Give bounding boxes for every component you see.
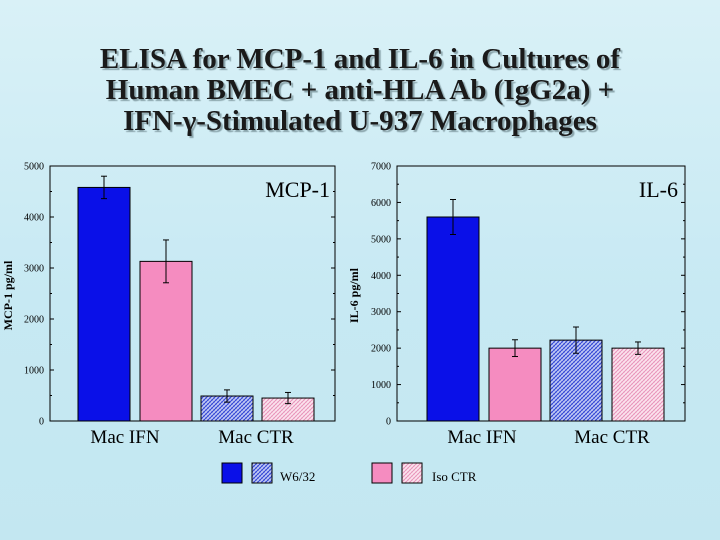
mcp1-chart: 0 1000 2000 3000 4000 5000 MCP-1 pg/ml MCP-1 Mac… <box>1 162 336 448</box>
il6-ytick-label: 1000 <box>371 380 391 391</box>
mcp1-category-label: Mac IFN <box>90 427 159 448</box>
legend-label: Iso CTR <box>432 469 477 484</box>
il6-ytick-label: 7000 <box>371 162 391 173</box>
il6-ytick-label: 0 <box>386 417 391 428</box>
mcp1-category-label: Mac CTR <box>218 427 294 448</box>
title-line-3: IFN-γ-Stimulated U-937 Macrophages <box>123 105 597 137</box>
il6-chart: 0 1000 2000 3000 4000 5000 6000 7000 IL-6 pg/ml I… <box>347 162 686 448</box>
legend-swatch-solid-pink <box>371 462 393 484</box>
il6-bar-mac-ifn-isoctr <box>488 347 542 422</box>
il6-ytick-label: 6000 <box>371 198 391 209</box>
mcp1-ytick-label: 5000 <box>24 162 44 173</box>
mcp1-ytick-label: 0 <box>39 417 44 428</box>
mcp1-ytick-label: 1000 <box>24 366 44 377</box>
mcp1-ytick-label: 2000 <box>24 315 44 326</box>
mcp1-bar-mac-ifn-isoctr <box>139 260 193 422</box>
il6-panel-label: IL-6 <box>639 177 678 202</box>
mcp1-ytick-label: 3000 <box>24 264 44 275</box>
il6-ytick-label: 4000 <box>371 271 391 282</box>
legend: W6/32 Iso CTR <box>221 462 477 484</box>
title-line-2: Human BMEC + anti-HLA Ab (IgG2a) + <box>105 74 615 106</box>
mcp1-bar-mac-ifn-w632 <box>77 186 131 422</box>
il6-ylabel: IL-6 pg/ml <box>347 267 361 323</box>
slide-title: ELISA for MCP-1 and IL-6 in Cultures of … <box>0 44 720 137</box>
il6-ytick-label: 5000 <box>371 234 391 245</box>
legend-swatch-hatched-pink <box>401 462 423 484</box>
mcp1-panel-label: MCP-1 <box>265 177 330 202</box>
legend-label: W6/32 <box>280 469 315 484</box>
mcp1-ylabel: MCP-1 pg/ml <box>1 260 15 330</box>
il6-bar-mac-ifn-w632 <box>426 216 480 422</box>
legend-swatch-hatched-blue <box>251 462 273 484</box>
il6-category-label: Mac IFN <box>447 427 516 448</box>
legend-swatch-solid-blue <box>221 462 243 484</box>
il6-ytick-label: 3000 <box>371 307 391 318</box>
il6-ytick-label: 2000 <box>371 344 391 355</box>
title-line-1: ELISA for MCP-1 and IL-6 in Cultures of <box>99 43 621 75</box>
il6-category-label: Mac CTR <box>574 427 650 448</box>
il6-bar-mac-ctr-isoctr <box>611 347 665 422</box>
mcp1-ytick-label: 4000 <box>24 213 44 224</box>
